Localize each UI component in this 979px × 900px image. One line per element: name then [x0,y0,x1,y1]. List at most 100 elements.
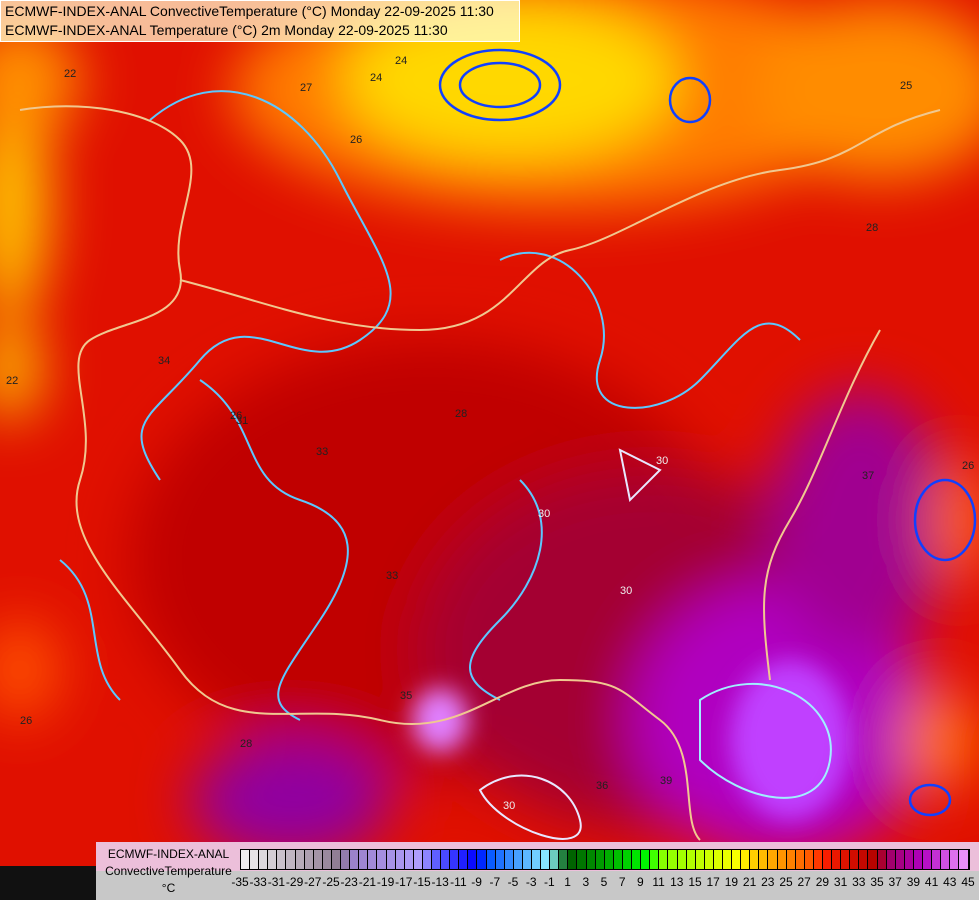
legend-swatch [313,850,323,869]
legend-swatch [368,850,378,869]
legend-tick-label: 17 [706,875,720,889]
contour-label: 33 [316,446,329,458]
legend-tick-label: -33 [249,875,267,889]
contour-label: 28 [455,408,468,420]
legend-tick-label: 23 [761,875,775,889]
legend-swatch [422,850,432,869]
contour-label: 30 [656,455,669,467]
legend-swatch [295,850,305,869]
contour-label: 30 [620,585,633,597]
legend-swatch [759,850,769,869]
legend-tick-label: -27 [304,875,322,889]
legend-swatch [932,850,942,869]
legend-swatch [522,850,532,869]
legend-swatch [595,850,605,869]
legend-swatch [413,850,423,869]
legend-swatch [895,850,905,869]
legend-swatch [732,850,742,869]
legend-swatch [250,850,260,869]
legend-tick-label: 3 [582,875,590,889]
legend-swatch [377,850,387,869]
legend-swatch [641,850,651,869]
legend-swatch [386,850,396,869]
contour-label: 35 [400,690,413,702]
legend-tick-label: 33 [852,875,866,889]
legend-swatch [841,850,851,869]
legend-swatch [686,850,696,869]
contour-label: 37 [862,470,875,482]
legend-swatch [868,850,878,869]
color-legend: ECMWF-INDEX-ANAL ConvectiveTemperature °… [96,842,979,900]
legend-swatch [504,850,514,869]
legend-tick-label: -35 [231,875,249,889]
contour-label: 26 [230,410,243,422]
legend-tick-label: -23 [340,875,358,889]
sea-area [0,866,100,900]
legend-tick-label: 41 [924,875,939,889]
legend-swatch [704,850,714,869]
legend-tick-label: -17 [395,875,413,889]
contour-label: 26 [20,715,33,727]
legend-swatch [568,850,578,869]
legend-swatch [459,850,469,869]
legend-swatch [741,850,751,869]
blue-contours [438,48,977,817]
legend-swatch [913,850,924,869]
legend-unit: °C [161,881,176,895]
country-borders [19,105,941,841]
title-line-temperature: ECMWF-INDEX-ANAL Temperature (°C) 2m Mon… [5,22,448,38]
legend-tick-label: 21 [742,875,757,889]
legend-tick-label: 5 [600,875,608,889]
legend-swatch [632,850,642,869]
legend-swatch [404,850,414,869]
legend-tick-label: -9 [471,875,482,889]
legend-swatch [532,850,542,869]
hot-spot [730,660,850,820]
contour-label: 26 [962,460,975,472]
legend-tick-label: -13 [431,875,449,889]
legend-tick-label: 43 [943,875,957,889]
legend-tick-label: -3 [525,875,537,889]
legend-swatch [650,850,660,869]
legend-swatch [450,850,460,869]
legend-swatch [959,850,969,869]
legend-swatch [950,850,960,869]
legend-swatch [304,850,314,869]
legend-swatch [713,850,723,869]
legend-swatch [622,850,633,869]
legend-swatch [904,850,914,869]
contour-label: 24 [395,55,408,67]
legend-swatch [441,850,451,869]
contour-label: 30 [503,800,516,812]
legend-swatch [823,850,833,869]
contour-label: 22 [6,375,19,387]
contour-label: 39 [660,775,673,787]
legend-swatch [677,850,687,869]
legend-swatch [259,850,269,869]
legend-tick-label: -19 [376,875,395,889]
legend-swatch [795,850,805,869]
legend-title: ECMWF-INDEX-ANAL ConvectiveTemperature °… [96,846,241,897]
legend-tick-label: 7 [618,875,626,889]
contour-label: 28 [240,738,253,750]
legend-swatch [804,850,814,869]
title-line-convective: ECMWF-INDEX-ANAL ConvectiveTemperature (… [5,3,494,19]
legend-swatch [832,850,842,869]
contour-label: 31 [236,415,249,427]
legend-swatch [268,850,278,869]
legend-tick-label: 1 [564,875,571,889]
legend-swatch [768,850,778,869]
legend-swatch [341,850,351,869]
legend-swatch [695,850,705,869]
contour-label: 25 [900,80,913,92]
legend-tick-label: -7 [489,875,501,889]
legend-tick-label: 29 [815,875,830,889]
contour-label: 30 [538,508,551,520]
legend-swatch [786,850,796,869]
legend-tick-label: -29 [285,875,304,889]
legend-tick-label: -15 [413,875,431,889]
legend-tick-label: -11 [450,875,467,889]
contour-label: 33 [386,570,399,582]
legend-tick-label: 9 [637,875,644,889]
legend-swatch [350,850,360,869]
